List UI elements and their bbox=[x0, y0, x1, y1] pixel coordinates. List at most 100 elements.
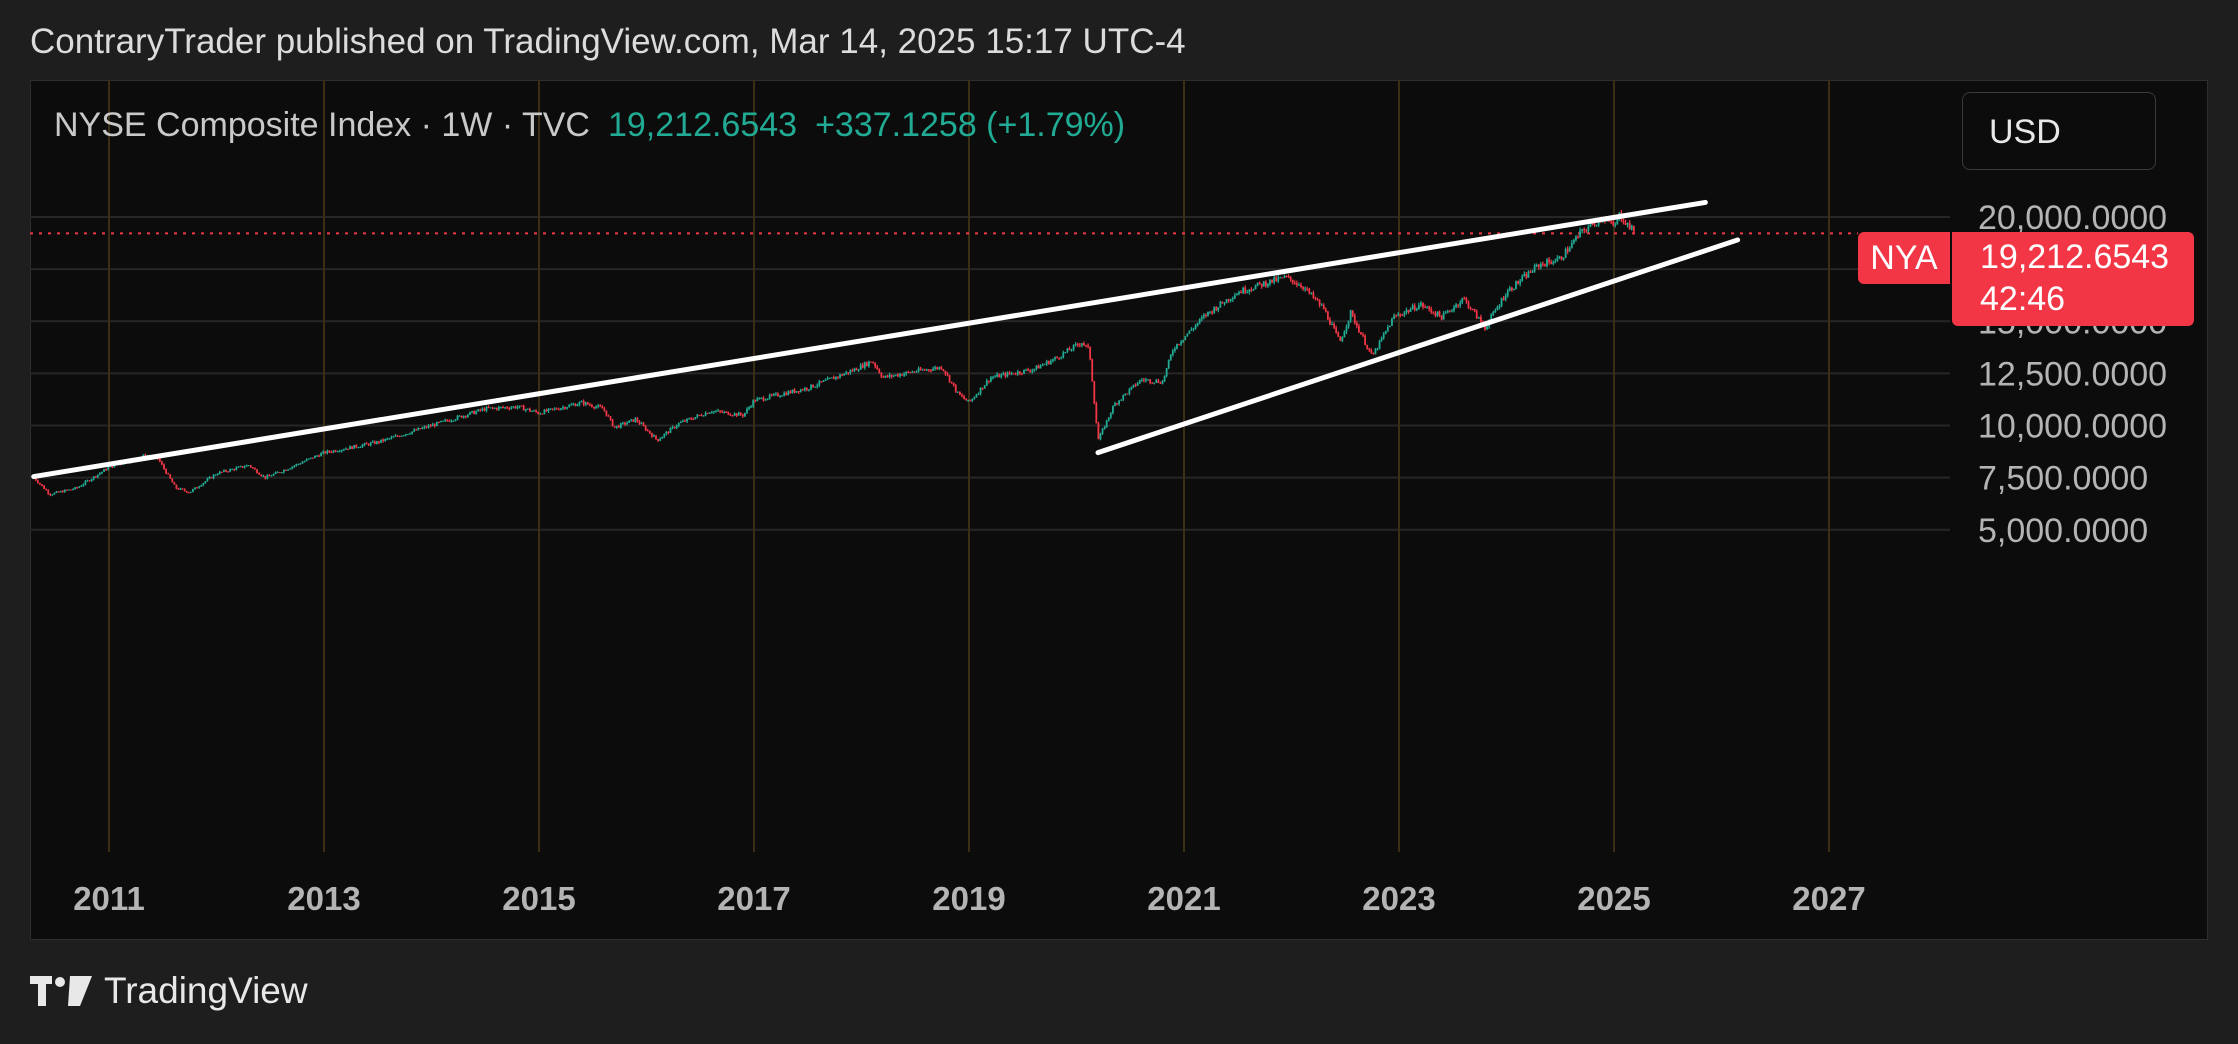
candle-body bbox=[1453, 307, 1455, 311]
candle-body bbox=[1140, 379, 1143, 381]
candle-body bbox=[1080, 343, 1083, 346]
candle-body bbox=[832, 377, 835, 380]
candle-body bbox=[737, 412, 740, 416]
candle-body bbox=[1413, 305, 1416, 311]
candle-body bbox=[1492, 311, 1495, 315]
candle-body bbox=[954, 385, 957, 392]
candle-body bbox=[105, 469, 108, 471]
candle-body bbox=[452, 420, 455, 422]
candle-body bbox=[845, 372, 848, 374]
candle-body bbox=[86, 480, 89, 482]
candle-body bbox=[1225, 299, 1228, 304]
candle-body bbox=[1407, 310, 1410, 312]
candle-body bbox=[1145, 379, 1147, 381]
candle-body bbox=[529, 408, 531, 412]
candle-body bbox=[504, 407, 506, 409]
tradingview-brand[interactable]: TradingView bbox=[30, 970, 308, 1012]
candle-body bbox=[797, 391, 800, 393]
candle-body bbox=[1519, 280, 1522, 284]
candle-body bbox=[971, 398, 974, 401]
candle-body bbox=[1448, 310, 1451, 312]
candle-body bbox=[1608, 220, 1610, 222]
candle-body bbox=[921, 369, 924, 371]
candle-body bbox=[63, 489, 66, 493]
candle-body bbox=[254, 468, 256, 470]
candle-body bbox=[1122, 394, 1125, 400]
candle-body bbox=[96, 474, 99, 478]
candle-body bbox=[446, 419, 449, 421]
candle-body bbox=[456, 415, 459, 420]
candle-body bbox=[99, 473, 101, 475]
candle-body bbox=[923, 369, 926, 371]
candle-body bbox=[1078, 344, 1081, 346]
candle-body bbox=[983, 385, 986, 389]
candle-body bbox=[1477, 317, 1480, 319]
chart-panel[interactable] bbox=[30, 80, 2208, 940]
candle-body bbox=[650, 433, 653, 437]
candle-body bbox=[1326, 311, 1329, 320]
candle-body bbox=[605, 410, 608, 416]
candle-body bbox=[1465, 298, 1468, 302]
candle-body bbox=[973, 397, 976, 399]
candle-body bbox=[803, 388, 806, 391]
candle-body bbox=[1591, 223, 1594, 225]
candle-body bbox=[425, 426, 428, 428]
candle-body bbox=[681, 420, 684, 423]
candle-body bbox=[702, 415, 705, 417]
candle-body bbox=[1273, 277, 1276, 283]
candle-body bbox=[113, 464, 116, 468]
candle-body bbox=[593, 406, 595, 409]
candle-body bbox=[1037, 365, 1040, 369]
candle-body bbox=[1428, 306, 1431, 310]
candle-body bbox=[520, 405, 523, 407]
candle-body bbox=[679, 422, 682, 424]
candle-body bbox=[218, 471, 221, 475]
candle-body bbox=[1494, 310, 1497, 312]
candle-body bbox=[710, 412, 713, 414]
candle-body bbox=[560, 408, 562, 410]
candle-body bbox=[1256, 282, 1259, 286]
candle-body bbox=[1109, 413, 1112, 418]
candle-body bbox=[812, 384, 815, 388]
candle-body bbox=[622, 422, 624, 424]
candle-body bbox=[1045, 361, 1048, 365]
candle-body bbox=[262, 475, 265, 477]
candle-body bbox=[588, 404, 591, 406]
candle-body bbox=[977, 393, 980, 395]
candle-body bbox=[822, 380, 825, 382]
candle-body bbox=[384, 438, 387, 442]
candle-body bbox=[483, 408, 486, 411]
candle-body bbox=[324, 451, 327, 454]
candle-body bbox=[1033, 368, 1036, 371]
candle-body bbox=[76, 487, 79, 489]
candle-body bbox=[1198, 319, 1201, 323]
candle-body bbox=[990, 377, 992, 382]
candle-body bbox=[648, 430, 651, 434]
candle-body bbox=[1142, 379, 1145, 381]
candle-body bbox=[870, 361, 872, 363]
candle-body bbox=[636, 418, 639, 422]
candle-body bbox=[826, 378, 829, 380]
candle-body bbox=[1479, 317, 1482, 322]
candle-body bbox=[884, 375, 887, 378]
candle-body bbox=[65, 489, 68, 491]
candle-body bbox=[1060, 357, 1063, 359]
candle-body bbox=[992, 377, 994, 379]
candle-body bbox=[1504, 295, 1507, 300]
candle-body bbox=[1043, 364, 1046, 366]
candle-body bbox=[1165, 368, 1168, 377]
candle-body bbox=[347, 448, 349, 450]
candle-body bbox=[1438, 311, 1441, 316]
candle-body bbox=[1306, 288, 1309, 290]
candle-body bbox=[1434, 313, 1437, 316]
candle-body bbox=[1389, 325, 1391, 328]
currency-button[interactable]: USD bbox=[1962, 92, 2156, 170]
candle-body bbox=[187, 492, 190, 494]
candle-body bbox=[1347, 320, 1350, 327]
candle-body bbox=[708, 412, 711, 414]
candle-body bbox=[336, 451, 339, 453]
candle-body bbox=[789, 391, 792, 394]
candle-body bbox=[611, 419, 614, 427]
candle-body bbox=[351, 446, 354, 449]
